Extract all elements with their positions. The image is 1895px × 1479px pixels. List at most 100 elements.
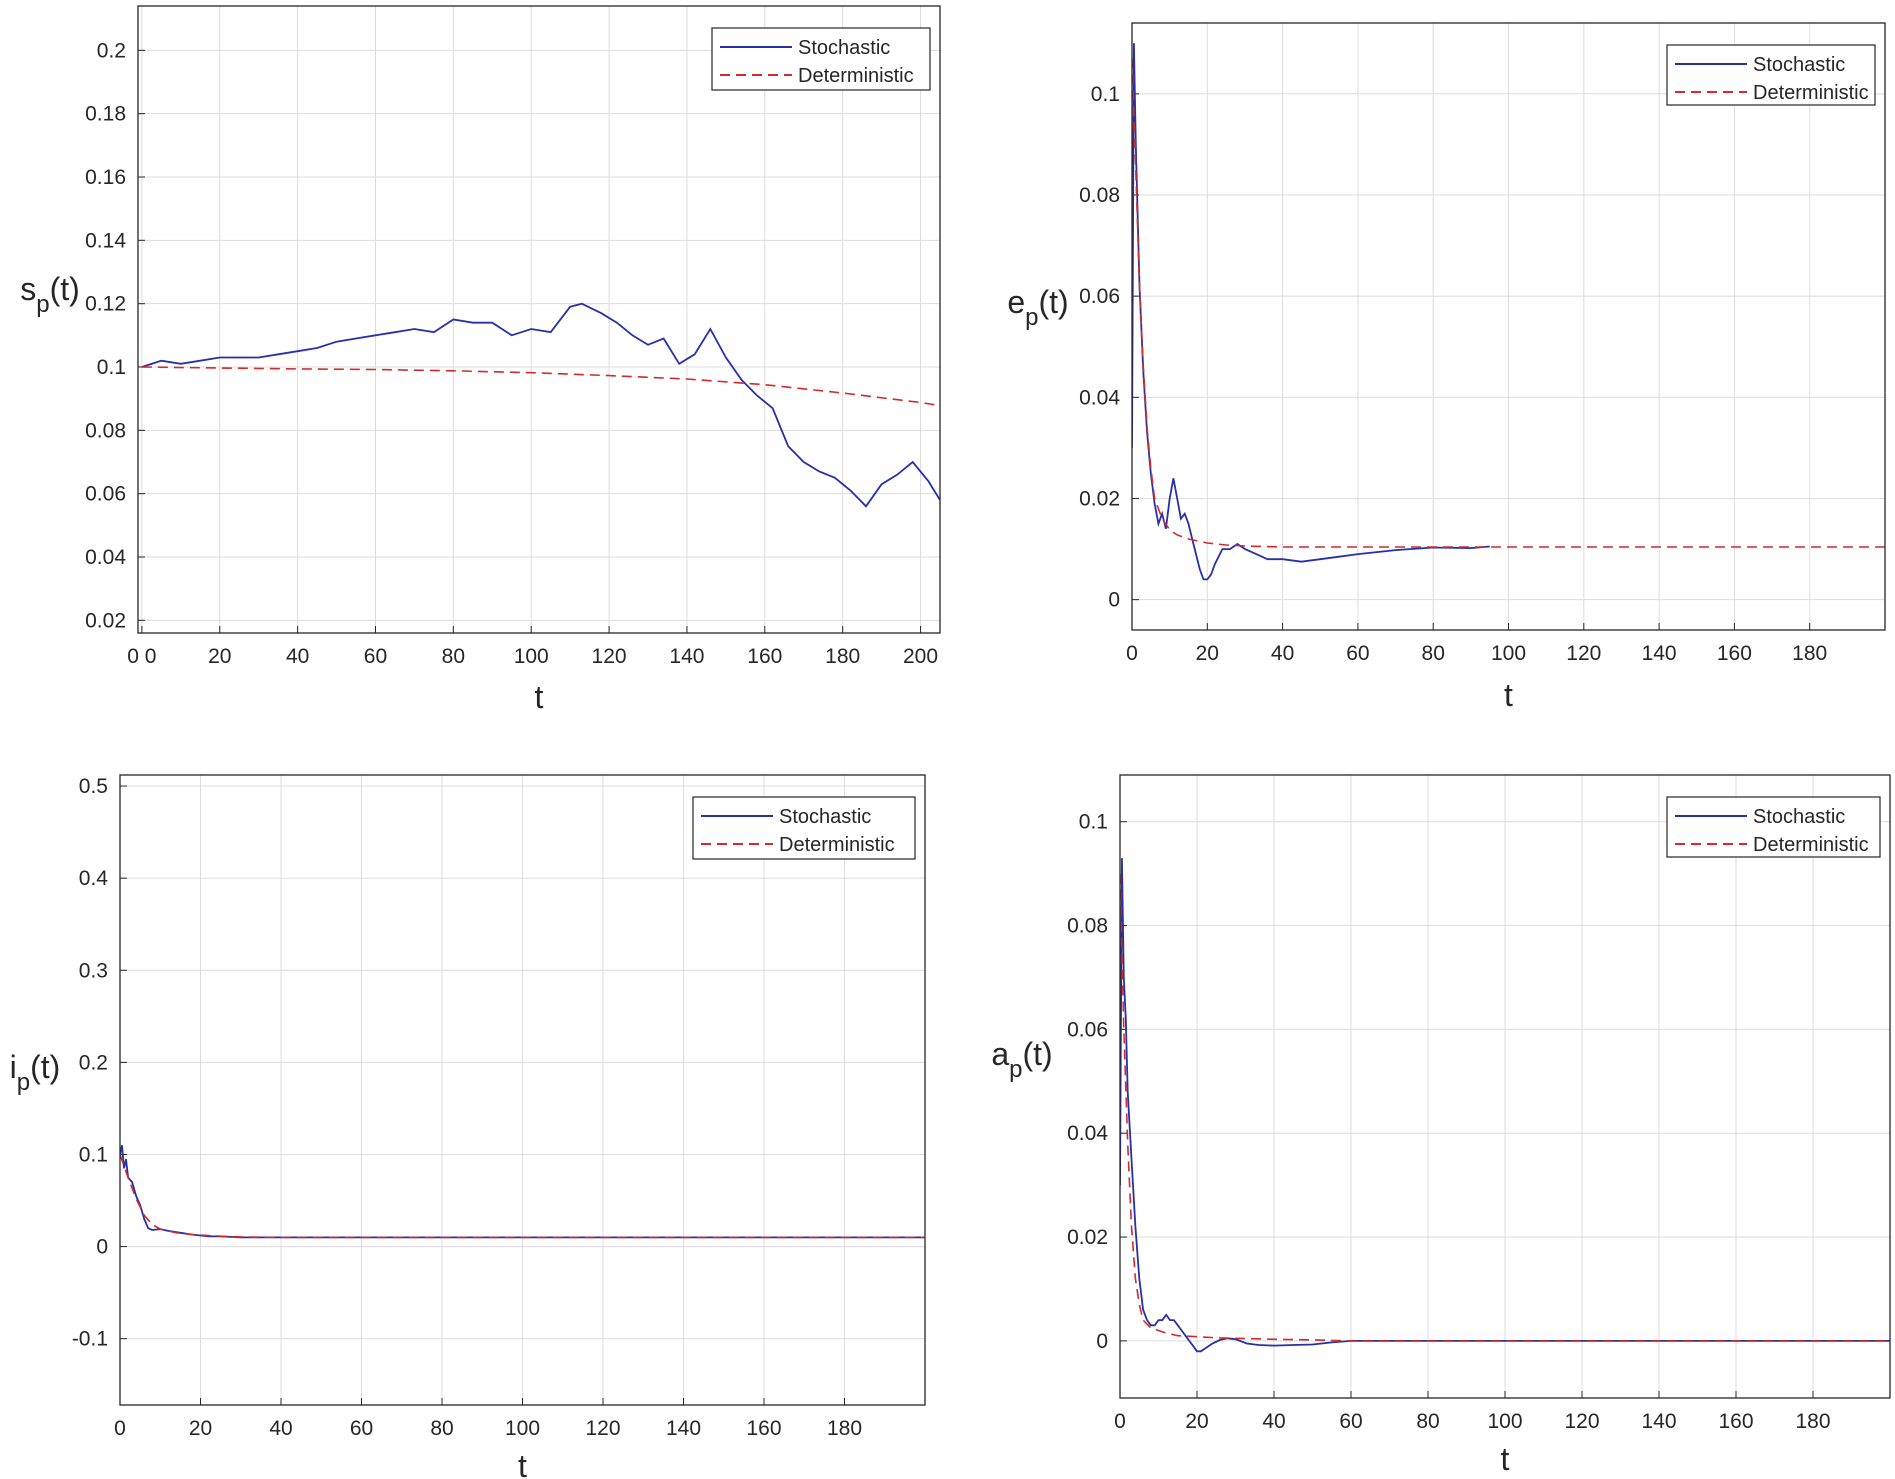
y-tick-label: 0.02 xyxy=(1067,1226,1108,1249)
y-axis-label: ip(t) xyxy=(10,1049,61,1096)
series-line-stochastic xyxy=(120,1145,925,1239)
x-tick-label: 180 xyxy=(1792,642,1827,665)
x-tick-label: 120 xyxy=(1566,642,1601,665)
x-axis-label: t xyxy=(535,679,544,715)
x-tick-label: 20 xyxy=(189,1417,212,1440)
x-axis-label: t xyxy=(1504,677,1513,713)
series-line-stochastic xyxy=(141,302,940,508)
x-tick-label: 160 xyxy=(747,645,782,668)
x-tick-label: 140 xyxy=(669,645,704,668)
x-tick-label: 140 xyxy=(1641,1410,1676,1433)
x-tick-label: 0 xyxy=(114,1417,126,1440)
y-tick-label: 0.02 xyxy=(1079,487,1120,510)
y-tick-label: 0.04 xyxy=(85,546,126,569)
plot-area xyxy=(138,6,940,633)
x-tick-label: 40 xyxy=(286,645,309,668)
y-tick-label: 0.06 xyxy=(85,483,126,506)
y-tick-label: 0.08 xyxy=(1067,915,1108,938)
legend-box xyxy=(711,27,931,91)
x-tick-label: 80 xyxy=(1416,1410,1439,1433)
legend-label-deterministic: Deterministic xyxy=(1753,834,1869,856)
chart-ap: 0 20 40 60 80 100 120 140 160 180 0 0.02 0.04 0.06 0.0… xyxy=(991,774,1891,1477)
y-tick-label: 0.1 xyxy=(1079,811,1108,834)
legend-box xyxy=(692,796,916,860)
x-tick-label: 60 xyxy=(1346,642,1369,665)
x-tick-label: 100 xyxy=(1487,1410,1522,1433)
x-tick-label: 160 xyxy=(1718,1410,1753,1433)
series-line-deterministic xyxy=(1132,58,1885,548)
x-axis-label: t xyxy=(518,1448,527,1479)
legend-label-deterministic: Deterministic xyxy=(1753,82,1869,104)
legend-label-stochastic: Stochastic xyxy=(779,806,871,828)
y-tick-label: 0 xyxy=(1096,1330,1108,1353)
y-tick-label: 0.1 xyxy=(97,356,126,379)
x-tick-label: 160 xyxy=(1717,642,1752,665)
x-tick-label: 180 xyxy=(1795,1410,1830,1433)
y-axis-label: sp(t) xyxy=(20,271,80,318)
y-tick-label: 0.06 xyxy=(1079,285,1120,308)
x-tick-label: 80 xyxy=(442,645,465,668)
y-tick-label: -0.1 xyxy=(72,1328,108,1351)
y-tick-label: 0.08 xyxy=(1079,184,1120,207)
y-tick-label: 0 xyxy=(1108,589,1120,612)
y-tick-label: 0.12 xyxy=(85,293,126,316)
x-tick-label: 180 xyxy=(825,645,860,668)
series-line-deterministic xyxy=(120,1154,925,1239)
chart-ip: 0 20 40 60 80 100 120 140 160 180 -0.1 0 0.1 0.2 0.3 0.… xyxy=(10,774,926,1479)
legend-box xyxy=(1666,44,1876,106)
legend-label-stochastic: Stochastic xyxy=(1753,806,1845,828)
x-tick-label: 80 xyxy=(430,1417,453,1440)
x-tick-label: 60 xyxy=(364,645,387,668)
legend-box xyxy=(1666,796,1881,858)
x-tick-label: 40 xyxy=(1262,1410,1285,1433)
y-tick-label: 0.02 xyxy=(85,609,126,632)
y-tick-label: 0.08 xyxy=(85,419,126,442)
legend-label-deterministic: Deterministic xyxy=(779,834,895,856)
axes-box xyxy=(1119,774,1891,1399)
y-tick-label: 0 xyxy=(96,1236,108,1259)
y-tick-label: 0.4 xyxy=(79,867,109,890)
x-tick-label: 0 xyxy=(1126,642,1138,665)
x-tick-label: 20 xyxy=(1196,642,1219,665)
legend-label-stochastic: Stochastic xyxy=(798,37,890,59)
x-tick-label: 40 xyxy=(1271,642,1294,665)
y-axis-label: ep(t) xyxy=(1007,284,1068,331)
y-axis-label: ap(t) xyxy=(991,1036,1052,1083)
x-tick-label: 100 xyxy=(1491,642,1526,665)
x-tick-label: 60 xyxy=(1339,1410,1362,1433)
y-tick-label: 0.04 xyxy=(1067,1122,1108,1145)
axes-box xyxy=(137,5,941,634)
x-tick-label: 0 0 xyxy=(127,645,156,668)
y-tick-label: 0.04 xyxy=(1079,386,1120,409)
x-tick-label: 140 xyxy=(1642,642,1677,665)
x-tick-label: 0 xyxy=(1114,1410,1126,1433)
y-tick-label: 0.06 xyxy=(1067,1018,1108,1041)
y-tick-label: 0.5 xyxy=(79,775,108,798)
y-tick-label: 0.1 xyxy=(79,1143,108,1166)
x-tick-label: 120 xyxy=(1564,1410,1599,1433)
x-tick-label: 80 xyxy=(1422,642,1445,665)
x-tick-label: 160 xyxy=(746,1417,781,1440)
x-tick-label: 200 xyxy=(903,645,938,668)
x-axis-label: t xyxy=(1501,1441,1510,1477)
chart-ep: 0 20 40 60 80 100 120 140 160 180 0 0.02 0.04 0.06 0.0… xyxy=(1007,22,1886,713)
x-tick-label: 100 xyxy=(505,1417,540,1440)
y-tick-label: 0.2 xyxy=(79,1051,108,1074)
axes-box xyxy=(1131,22,1886,631)
y-tick-label: 0.3 xyxy=(79,959,108,982)
axes-box xyxy=(119,774,926,1406)
x-tick-label: 140 xyxy=(666,1417,701,1440)
y-tick-label: 0.2 xyxy=(97,39,126,62)
series-line-deterministic xyxy=(1120,873,1890,1342)
series-line-stochastic xyxy=(1120,858,1890,1353)
x-tick-label: 120 xyxy=(585,1417,620,1440)
y-tick-label: 0.1 xyxy=(1091,83,1120,106)
y-tick-label: 0.14 xyxy=(85,229,126,252)
y-tick-label: 0.16 xyxy=(85,166,126,189)
x-tick-label: 20 xyxy=(208,645,231,668)
x-tick-label: 40 xyxy=(269,1417,292,1440)
x-tick-label: 180 xyxy=(827,1417,862,1440)
legend-label-deterministic: Deterministic xyxy=(798,65,914,87)
x-tick-label: 100 xyxy=(514,645,549,668)
